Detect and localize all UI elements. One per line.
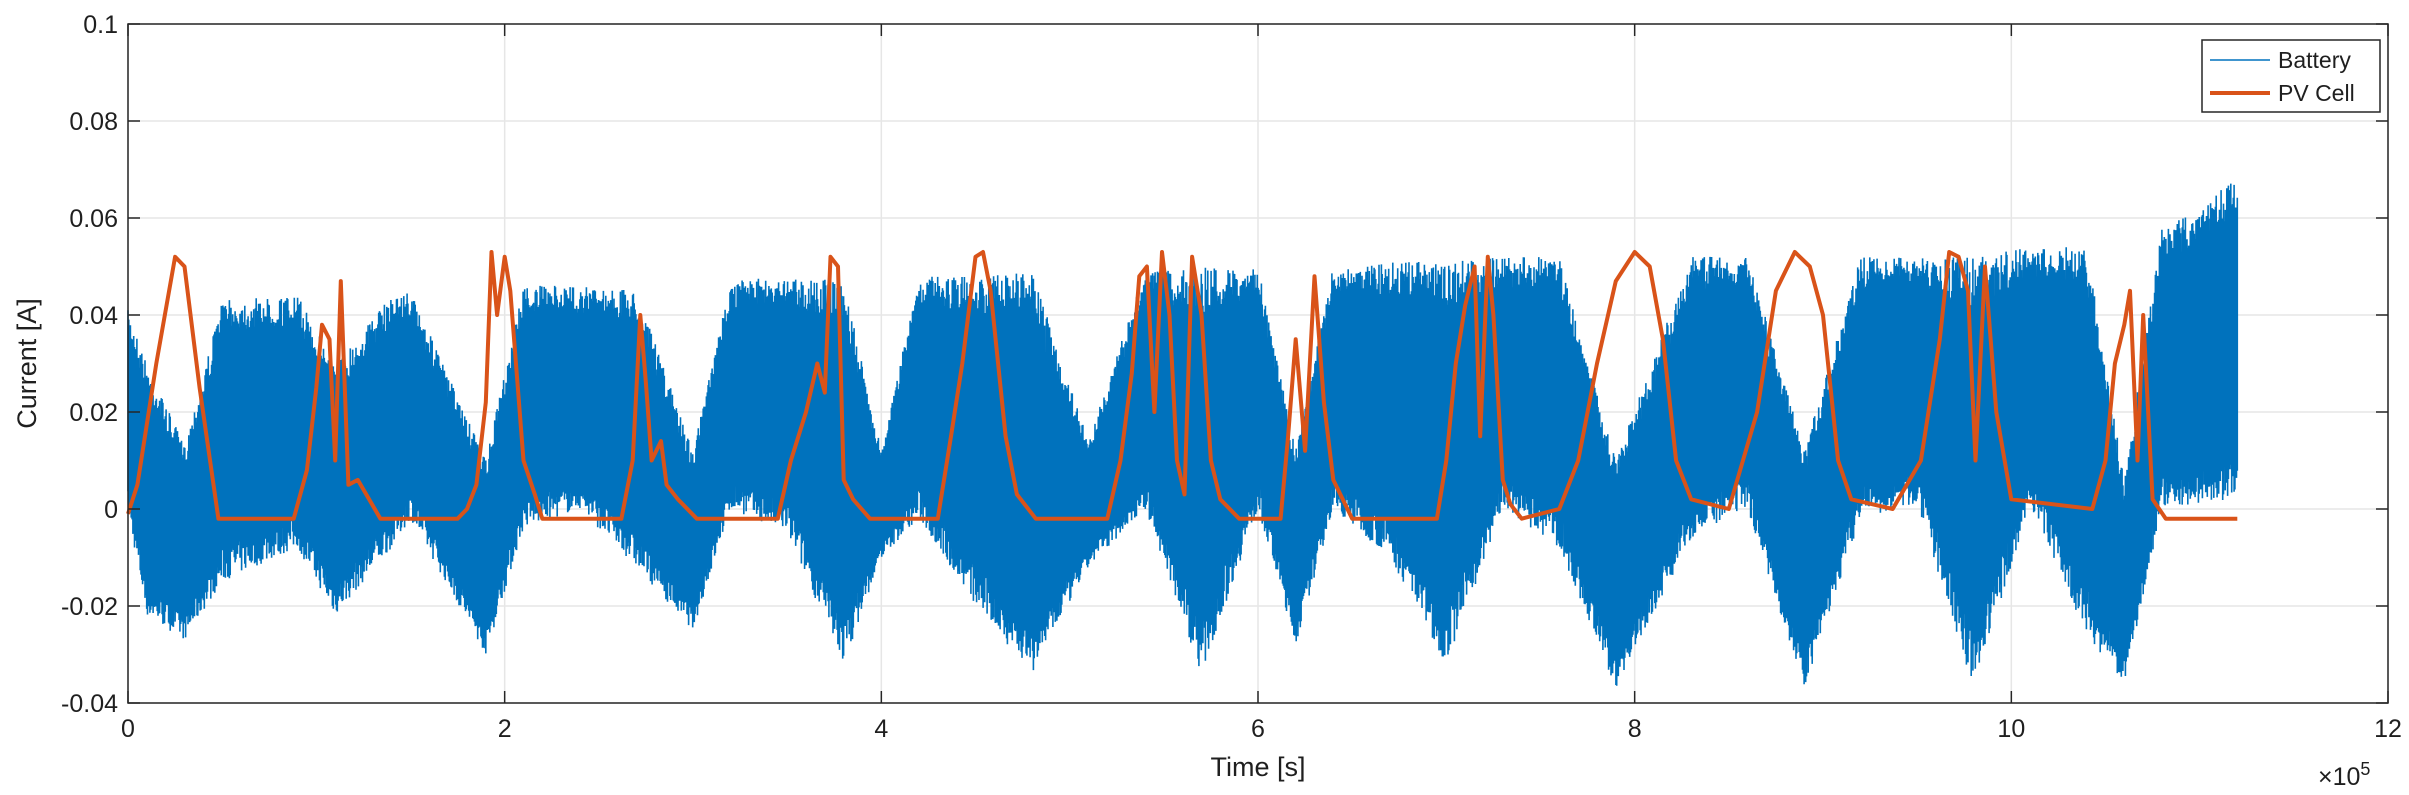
y-tick-label: 0 bbox=[104, 496, 118, 524]
pv-cell-series-line bbox=[126, 250, 2238, 521]
y-tick-label: 0.08 bbox=[69, 108, 118, 136]
y-tick-label: 0.06 bbox=[69, 205, 118, 233]
x-tick-label: 6 bbox=[1251, 715, 1265, 743]
x-tick-label: 0 bbox=[121, 715, 135, 743]
x-multiplier-base: ×10 bbox=[2318, 763, 2360, 791]
x-ticks: 0 2 4 6 8 10 12 bbox=[121, 24, 2402, 743]
y-tick-label: 0.04 bbox=[69, 302, 118, 330]
series-layer bbox=[126, 183, 2239, 686]
y-axis-label: Current [A] bbox=[12, 298, 42, 429]
y-tick-label: 0.02 bbox=[69, 399, 118, 427]
x-multiplier-exponent: 5 bbox=[2360, 759, 2370, 779]
legend-entry: PV Cell bbox=[2278, 80, 2355, 106]
battery-series-line bbox=[127, 183, 2239, 686]
legend-entry: Battery bbox=[2278, 47, 2351, 73]
legend: Battery PV Cell bbox=[2201, 39, 2381, 113]
y-tick-label: -0.04 bbox=[61, 690, 118, 718]
x-axis-multiplier: ×105 bbox=[2318, 759, 2370, 791]
y-tick-label: 0.1 bbox=[83, 11, 118, 39]
legend-box bbox=[2201, 39, 2381, 113]
x-axis-label: Time [s] bbox=[1210, 752, 1305, 782]
x-tick-label: 2 bbox=[498, 715, 512, 743]
y-ticks: -0.04 -0.02 0 0.02 0.04 0.06 0.08 0.1 bbox=[61, 11, 2388, 718]
x-tick-label: 8 bbox=[1628, 715, 1642, 743]
x-tick-label: 10 bbox=[1997, 715, 2025, 743]
x-tick-label: 4 bbox=[874, 715, 888, 743]
y-tick-label: -0.02 bbox=[61, 593, 118, 621]
x-tick-label: 12 bbox=[2374, 715, 2402, 743]
